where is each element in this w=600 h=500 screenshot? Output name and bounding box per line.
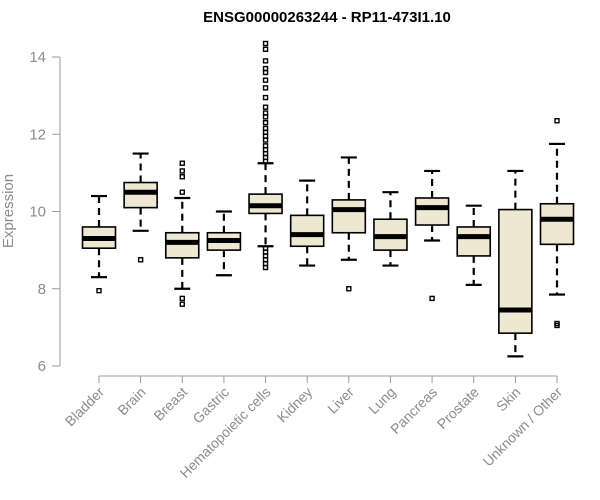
box-group [164, 160, 200, 307]
x-tick-label: Bladder [62, 384, 108, 430]
outlier-point [262, 58, 269, 64]
outlier-point [262, 143, 269, 149]
y-tick-label: 6 [38, 358, 46, 375]
outlier-point [262, 110, 269, 116]
y-axis: 6 8 10 12 14 [29, 49, 61, 375]
box-group [289, 179, 325, 267]
outlier-point [262, 85, 269, 91]
box-group [331, 156, 367, 292]
outlier-point [179, 174, 185, 180]
box-group [206, 210, 242, 277]
outlier-point [179, 160, 185, 166]
outlier-point [262, 125, 269, 132]
x-tick-label: Skin [493, 384, 524, 415]
outlier-point [346, 286, 352, 292]
outlier-point [179, 295, 185, 302]
x-tick-label: Breast [150, 384, 190, 424]
box [123, 181, 158, 209]
outlier-point [262, 104, 269, 110]
outlier-point [262, 77, 269, 83]
outlier-point [137, 257, 144, 263]
y-tick-label: 12 [29, 126, 46, 143]
box-series [81, 40, 575, 358]
y-axis-label: Expression [0, 174, 17, 248]
outlier-point [179, 189, 185, 195]
box [414, 197, 450, 226]
box-group [248, 40, 283, 271]
x-tick-label: Brain [114, 384, 148, 418]
y-tick-label: 10 [29, 204, 46, 221]
box-group [414, 169, 450, 302]
outlier-point [262, 46, 269, 52]
box [539, 202, 575, 246]
box [456, 226, 492, 257]
chart-title: ENSG00000263244 - RP11-473I1.10 [203, 9, 451, 26]
x-tick-label: Kidney [274, 384, 316, 426]
outlier-point [262, 65, 269, 72]
x-tick-label: Unknown / Other [480, 384, 566, 470]
box-group [498, 169, 533, 358]
x-tick-label: Liver [324, 384, 357, 417]
outlier-point [429, 295, 435, 302]
box-group [456, 204, 492, 286]
y-tick-label: 14 [29, 49, 46, 66]
outlier-point [262, 94, 269, 101]
outlier-point [262, 245, 269, 251]
box-group [123, 152, 158, 263]
box-group [81, 194, 117, 294]
x-tick-label: Prostate [434, 384, 482, 432]
box [164, 231, 200, 259]
box [289, 214, 325, 248]
outlier-point [554, 118, 560, 124]
outlier-point [179, 168, 185, 174]
box-group [539, 118, 575, 329]
box [498, 208, 533, 334]
x-tick-label: Lung [365, 384, 398, 417]
y-tick-label: 8 [38, 281, 46, 298]
outlier-point [179, 301, 185, 307]
box-group [373, 191, 408, 267]
outlier-point [554, 320, 560, 327]
outlier-point [96, 287, 102, 294]
outlier-point [262, 119, 269, 126]
box [331, 199, 367, 234]
outlier-point [262, 40, 269, 47]
